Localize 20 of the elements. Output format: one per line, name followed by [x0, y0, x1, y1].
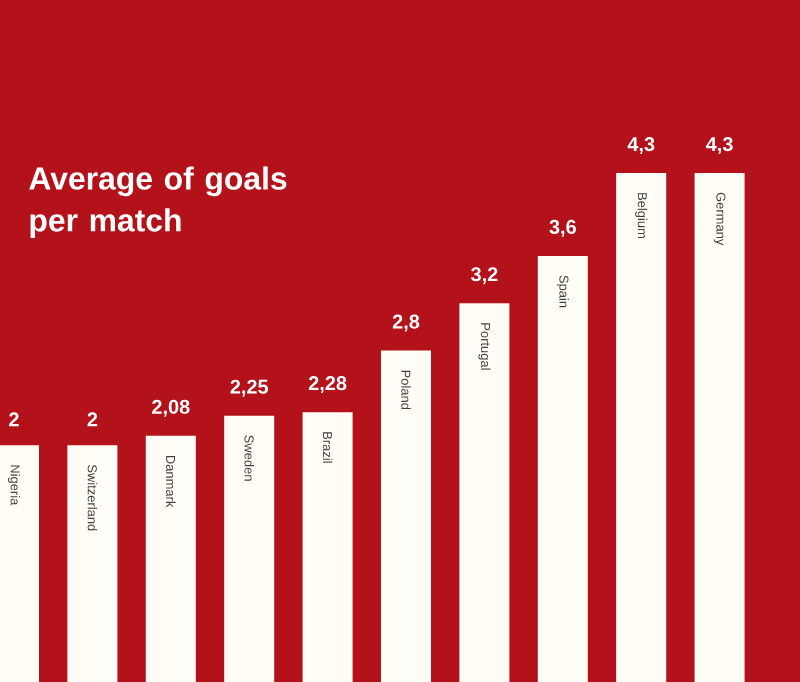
- data-label: 3,2: [471, 267, 498, 285]
- chart-title: Average of goals per match: [29, 166, 287, 238]
- bar: [616, 173, 667, 682]
- data-label: 2: [9, 412, 19, 427]
- data-label: 4,3: [706, 137, 733, 155]
- bar: [302, 412, 353, 682]
- data-label: 2,25: [230, 379, 269, 397]
- bar: [381, 350, 431, 682]
- data-label: 2,28: [308, 376, 347, 394]
- data-label: 2: [87, 412, 98, 427]
- bar: [537, 255, 588, 682]
- bar: [694, 173, 745, 682]
- data-label: 2,8: [392, 314, 420, 332]
- data-label: 3,6: [549, 219, 576, 237]
- bar: [224, 415, 275, 682]
- bar: [145, 435, 196, 682]
- data-label: 4,3: [627, 137, 655, 155]
- bar: [67, 445, 118, 682]
- bar: [459, 303, 510, 682]
- data-label: 2,08: [152, 399, 190, 417]
